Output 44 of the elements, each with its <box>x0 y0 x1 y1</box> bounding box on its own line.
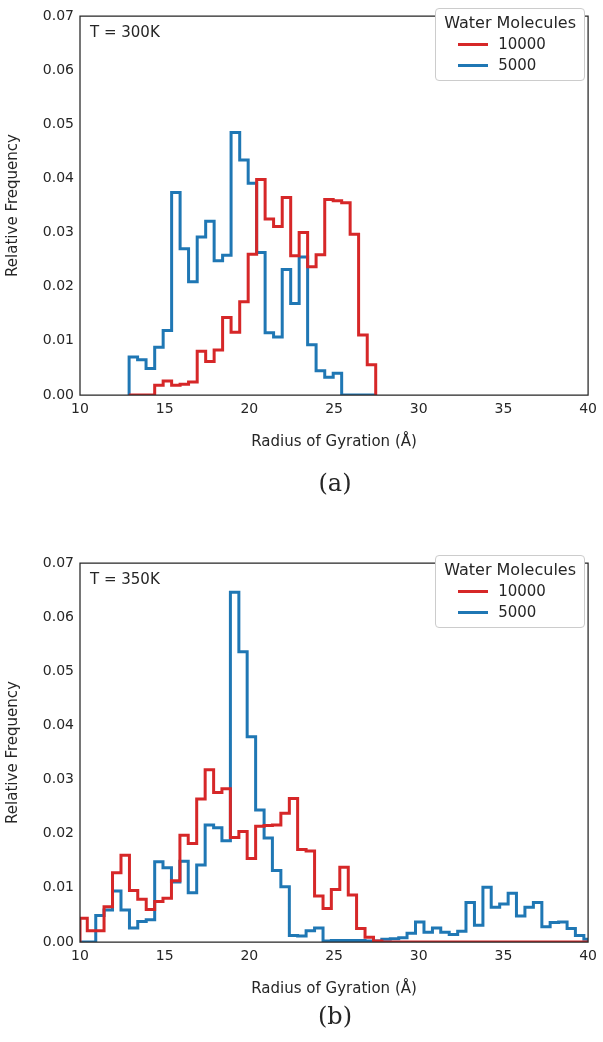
y-tick-label: 0.00 <box>42 385 74 402</box>
annotation: T = 350K <box>89 570 161 589</box>
x-tick-label: 30 <box>409 947 428 964</box>
x-tick-label: 20 <box>240 947 259 964</box>
y-tick-label: 0.01 <box>42 878 74 895</box>
y-axis-title: Relative Frequency <box>2 134 21 277</box>
x-tick-label: 10 <box>71 400 89 417</box>
y-tick-label: 0.05 <box>42 661 74 678</box>
x-tick-label: 30 <box>409 400 428 417</box>
x-tick-label: 20 <box>240 400 259 417</box>
x-tick-label: 10 <box>71 947 89 964</box>
y-tick-label: 0.01 <box>42 331 74 348</box>
y-tick-label: 0.07 <box>42 553 74 570</box>
y-tick-label: 0.06 <box>42 60 75 77</box>
legend-label: 10000 <box>498 582 546 600</box>
legend-label: 10000 <box>498 35 546 53</box>
text: (b) <box>316 1002 354 1032</box>
y-tick-label: 0.05 <box>42 114 74 131</box>
y-tick-label: 0.06 <box>42 607 75 624</box>
x-tick-label: 40 <box>579 947 598 964</box>
text: (a) <box>317 468 353 499</box>
y-tick-label: 0.07 <box>42 6 74 23</box>
x-tick-label: 15 <box>155 947 174 964</box>
x-axis-title: Radius of Gyration (Å) <box>251 430 417 450</box>
y-tick-label: 0.04 <box>42 716 75 733</box>
x-axis-title: Radius of Gyration (Å) <box>251 977 417 997</box>
legend-label: 5000 <box>498 603 537 621</box>
y-tick-label: 0.04 <box>42 169 75 186</box>
y-tick-label: 0.03 <box>42 770 74 787</box>
y-tick-label: 0.02 <box>42 277 74 294</box>
x-tick-label: 15 <box>155 400 174 417</box>
x-tick-label: 35 <box>494 947 513 964</box>
legend-title: Water Molecules <box>444 560 576 579</box>
x-tick-label: 25 <box>325 400 343 417</box>
legend-title: Water Molecules <box>444 13 576 32</box>
y-axis-title: Relative Frequency <box>2 681 21 824</box>
x-tick-label: 40 <box>579 400 598 417</box>
x-tick-label: 35 <box>494 400 513 417</box>
x-tick-label: 25 <box>325 947 343 964</box>
y-tick-label: 0.02 <box>42 824 74 841</box>
y-tick-label: 0.03 <box>42 223 74 240</box>
legend-label: 5000 <box>498 56 537 74</box>
annotation: T = 300K <box>89 23 161 42</box>
y-tick-label: 0.00 <box>42 932 74 949</box>
